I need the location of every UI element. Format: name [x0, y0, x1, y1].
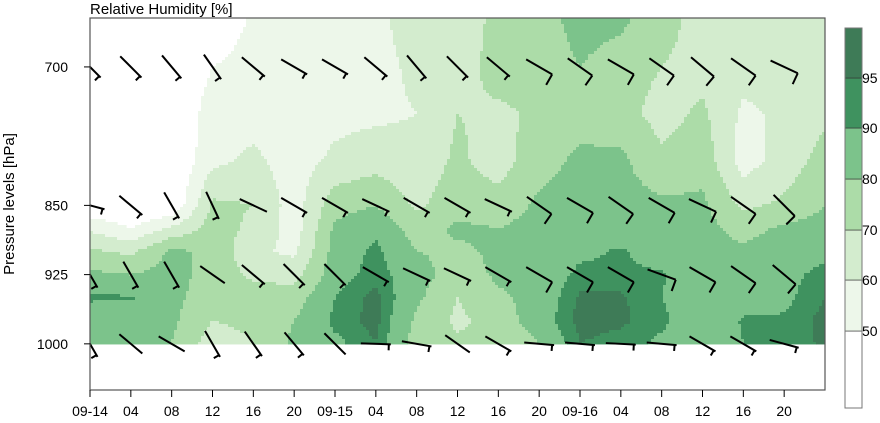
- rh-fill-cell: [252, 342, 289, 344]
- wind-barb-half-feather: [298, 354, 303, 358]
- rh-fill-cell: [171, 342, 199, 344]
- colorbar-tick-label: 50: [862, 323, 878, 339]
- colorbar-swatch: [845, 331, 862, 408]
- wind-barb-half-feather: [592, 345, 593, 351]
- rh-fill-cell: [408, 342, 538, 344]
- colorbar-swatch: [845, 179, 862, 230]
- wind-barb-half-feather: [175, 77, 180, 81]
- y-tick-label: 925: [45, 267, 69, 283]
- colorbar-tick-label: 80: [862, 171, 878, 187]
- colorbar-tick-label: 70: [862, 222, 878, 238]
- wind-barb-half-feather: [711, 350, 714, 355]
- rh-fill-cell: [288, 342, 346, 344]
- y-axis-label: Pressure levels [hPa]: [1, 133, 18, 275]
- wind-barb-half-feather: [552, 345, 553, 351]
- wind-barb-half-feather: [428, 346, 429, 352]
- colorbar: 50 60 70 80 90 95: [845, 28, 878, 408]
- colorbar-tick-label: 95: [862, 70, 878, 86]
- x-tick-label: 08: [164, 403, 180, 418]
- x-tick-label: 09-15: [317, 403, 353, 418]
- x-tick-label: 12: [205, 403, 221, 418]
- colorbar-swatch: [845, 230, 862, 280]
- x-tick-label: 20: [531, 403, 547, 418]
- wind-barb-half-feather: [507, 350, 510, 355]
- wind-barb: [361, 343, 391, 350]
- wind-barb-half-feather: [101, 209, 103, 215]
- x-tick-label: 12: [450, 403, 466, 418]
- wind-barb-staff: [120, 56, 141, 77]
- colorbar-swatch: [845, 128, 862, 179]
- y-axis: 700 850 925 1000: [37, 59, 90, 352]
- x-tick-label: 16: [736, 403, 752, 418]
- wind-barb: [162, 55, 181, 80]
- colorbar-swatch: [845, 280, 862, 331]
- wind-barb-half-feather: [91, 355, 96, 358]
- x-tick-label: 20: [776, 403, 792, 418]
- x-tick-label: 08: [654, 403, 670, 418]
- x-tick-label: 04: [368, 403, 384, 418]
- wind-barb: [647, 343, 677, 351]
- x-tick-label: 09-16: [562, 403, 598, 418]
- wind-barb-staff: [164, 192, 179, 218]
- y-tick-label: 700: [45, 59, 69, 75]
- wind-barb: [606, 343, 636, 350]
- wind-barb-half-feather: [674, 345, 675, 351]
- colorbar-swatch: [845, 28, 862, 78]
- x-tick-label: 16: [246, 403, 262, 418]
- x-tick-label: 12: [695, 403, 711, 418]
- y-tick-label: 850: [45, 197, 69, 213]
- wind-barb-half-feather: [137, 214, 141, 219]
- wind-barb-half-feather: [256, 354, 261, 357]
- x-axis: 09-14 04 08 12 16 20 09-15 04 08 12 16 20 09-16 04 08 1…: [72, 390, 792, 418]
- wind-barb-half-feather: [95, 76, 99, 80]
- wind-barb: [164, 192, 179, 219]
- x-tick-label: 04: [613, 403, 629, 418]
- wind-barb-half-feather: [752, 350, 755, 355]
- y-tick-label: 1000: [37, 336, 68, 352]
- colorbar-swatch: [845, 78, 862, 128]
- wind-barb: [119, 196, 142, 219]
- wind-barb: [120, 56, 141, 80]
- x-tick-label: 04: [123, 403, 139, 418]
- wind-barb-half-feather: [795, 347, 797, 353]
- chart-title: Relative Humidity [%]: [90, 1, 233, 18]
- x-tick-label: 08: [409, 403, 425, 418]
- rh-fill-cell: [816, 342, 826, 344]
- x-tick-label: 16: [491, 403, 507, 418]
- wind-barb-staff: [162, 55, 181, 78]
- wind-barb-staff: [119, 196, 142, 215]
- x-tick-label: 20: [286, 403, 302, 418]
- rh-fill-cell: [198, 342, 253, 344]
- colorbar-tick-label: 60: [862, 272, 878, 288]
- colorbar-tick-label: 90: [862, 120, 878, 136]
- wind-barb: [565, 343, 595, 351]
- x-tick-label: 09-14: [72, 403, 108, 418]
- wind-barb: [524, 343, 554, 351]
- wind-barb-staff: [361, 343, 391, 344]
- wind-barb-half-feather: [136, 76, 140, 80]
- wind-barb-half-feather: [214, 355, 219, 358]
